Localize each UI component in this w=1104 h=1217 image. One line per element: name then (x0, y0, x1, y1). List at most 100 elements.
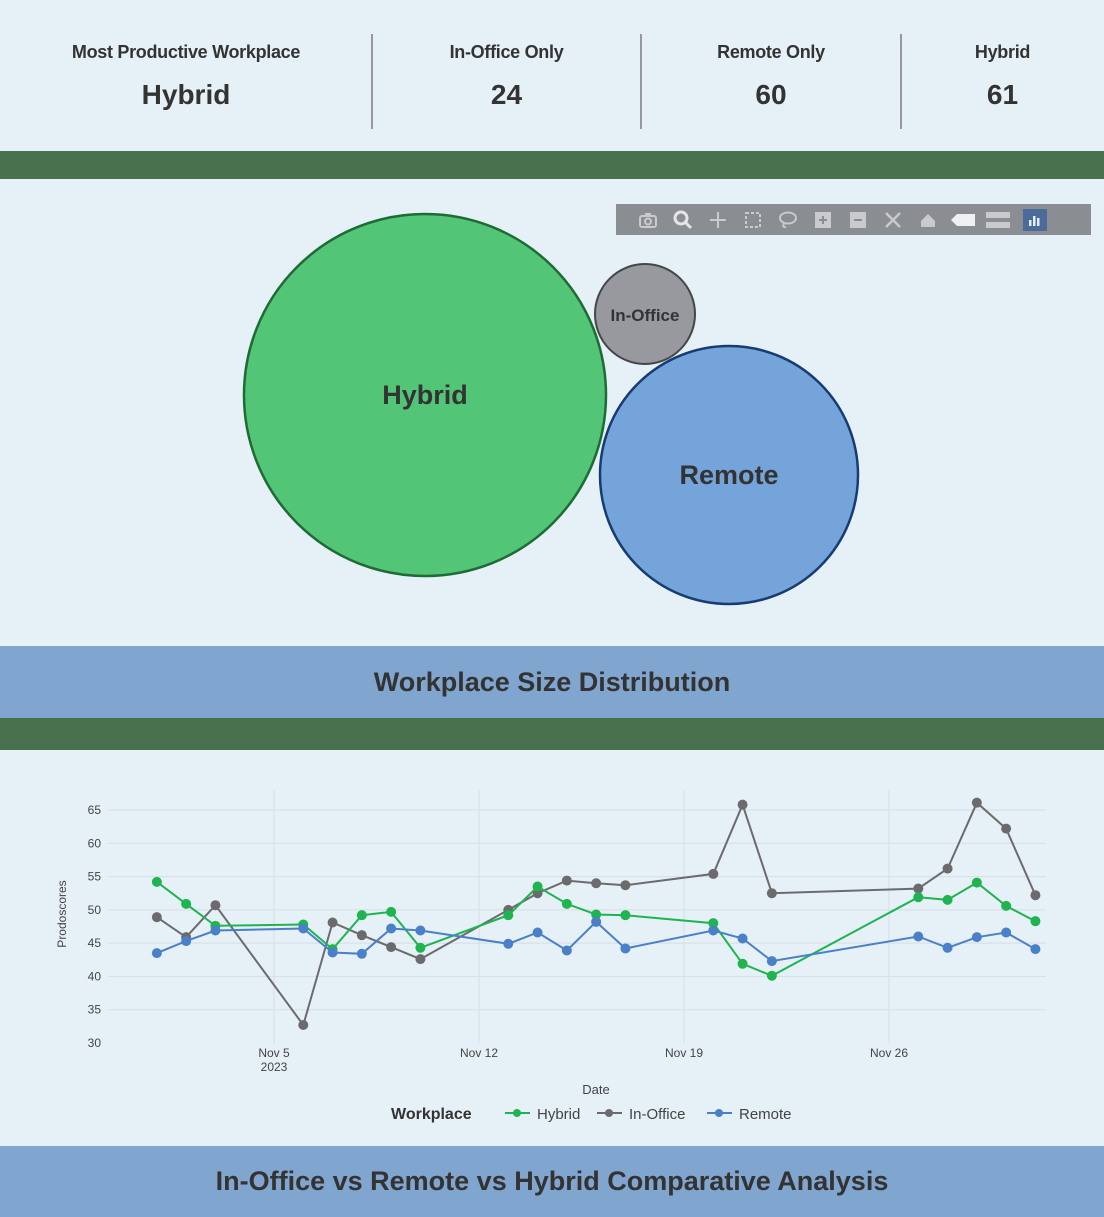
data-point[interactable] (356, 948, 367, 959)
kpi-most-productive: Most Productive Workplace Hybrid (0, 0, 372, 151)
data-point[interactable] (1001, 927, 1012, 938)
camera-icon[interactable] (630, 209, 665, 231)
data-point[interactable] (181, 898, 192, 909)
bubble-remote[interactable]: Remote (598, 344, 860, 606)
data-point[interactable] (766, 888, 777, 899)
hover-closest-icon[interactable] (945, 209, 980, 231)
data-point[interactable] (737, 958, 748, 969)
zoom-out-icon[interactable] (840, 209, 875, 231)
data-point[interactable] (327, 947, 338, 958)
data-point[interactable] (503, 938, 514, 949)
series-in-office[interactable] (151, 797, 1041, 1031)
y-tick-label: 65 (88, 803, 102, 817)
data-point[interactable] (942, 942, 953, 953)
series-hybrid[interactable] (151, 876, 1041, 981)
series-remote[interactable] (151, 916, 1041, 967)
hover-compare-icon[interactable] (980, 209, 1015, 231)
bubble-chart: Hybrid In-Office Remote (242, 212, 860, 606)
data-point[interactable] (708, 925, 719, 936)
data-point[interactable] (415, 925, 426, 936)
kpi-in-office: In-Office Only 24 (372, 0, 641, 151)
data-point[interactable] (737, 933, 748, 944)
kpi-label: Remote Only (717, 42, 825, 62)
autoscale-icon[interactable] (875, 209, 910, 231)
data-point[interactable] (298, 923, 309, 934)
data-point[interactable] (1001, 823, 1012, 834)
legend-item-remote[interactable]: Remote (707, 1106, 792, 1123)
data-point[interactable] (327, 917, 338, 928)
data-point[interactable] (913, 931, 924, 942)
data-point[interactable] (620, 910, 631, 921)
data-point[interactable] (591, 916, 602, 927)
data-point[interactable] (1030, 890, 1041, 901)
data-point[interactable] (1001, 900, 1012, 911)
data-point[interactable] (503, 910, 514, 921)
data-point[interactable] (415, 954, 426, 965)
line-chart-title: In-Office vs Remote vs Hybrid Comparativ… (0, 1146, 1104, 1217)
x-axis-title: Date (582, 1082, 609, 1097)
data-point[interactable] (298, 1020, 309, 1031)
data-point[interactable] (620, 880, 631, 891)
data-point[interactable] (708, 918, 719, 929)
data-point[interactable] (737, 799, 748, 810)
kpi-hybrid: Hybrid 61 (901, 0, 1104, 151)
y-tick-label: 40 (88, 969, 102, 983)
x-tick-year: 2023 (261, 1060, 288, 1074)
data-point[interactable] (1030, 944, 1041, 955)
data-point[interactable] (356, 930, 367, 941)
legend-label: Remote (739, 1106, 792, 1123)
data-point[interactable] (151, 912, 162, 923)
legend-item-in-office[interactable]: In-Office (597, 1106, 685, 1123)
data-point[interactable] (942, 894, 953, 905)
zoom-in-icon[interactable] (805, 209, 840, 231)
kpi-row: Most Productive Workplace Hybrid In-Offi… (0, 0, 1104, 151)
data-point[interactable] (386, 923, 397, 934)
data-point[interactable] (913, 883, 924, 894)
data-point[interactable] (151, 876, 162, 887)
data-point[interactable] (766, 956, 777, 967)
y-axis-title: Prodoscores (55, 880, 69, 947)
data-point[interactable] (971, 932, 982, 943)
y-axis-ticks: 65 60 55 50 45 40 35 30 (88, 803, 102, 1050)
data-point[interactable] (415, 942, 426, 953)
data-point[interactable] (210, 900, 221, 911)
data-point[interactable] (708, 868, 719, 879)
data-point[interactable] (386, 906, 397, 917)
divider (371, 34, 373, 129)
data-point[interactable] (591, 878, 602, 889)
bubble-chart-title: Workplace Size Distribution (0, 646, 1104, 718)
legend: Workplace Hybrid In-Office Remote (391, 1106, 792, 1123)
legend-title: Workplace (391, 1106, 472, 1123)
data-point[interactable] (766, 970, 777, 981)
zoom-icon[interactable] (665, 209, 700, 231)
data-point[interactable] (151, 948, 162, 959)
x-tick-label: Nov 26 (870, 1046, 908, 1060)
data-point[interactable] (591, 909, 602, 920)
data-point[interactable] (971, 797, 982, 808)
plotly-logo-icon[interactable] (1023, 208, 1047, 231)
bubble-hybrid[interactable]: Hybrid (242, 212, 608, 578)
data-point[interactable] (532, 881, 543, 892)
lasso-select-icon[interactable] (770, 209, 805, 231)
bubble-in-office[interactable]: In-Office (594, 263, 696, 365)
data-point[interactable] (913, 892, 924, 903)
legend-item-hybrid[interactable]: Hybrid (505, 1106, 580, 1123)
kpi-value: 61 (986, 79, 1019, 110)
pan-icon[interactable] (700, 209, 735, 231)
data-point[interactable] (356, 910, 367, 921)
data-point[interactable] (561, 898, 572, 909)
data-point[interactable] (1030, 916, 1041, 927)
y-tick-label: 55 (88, 870, 102, 884)
data-point[interactable] (561, 945, 572, 956)
box-select-icon[interactable] (735, 209, 770, 231)
data-point[interactable] (386, 942, 397, 953)
reset-axes-icon[interactable] (910, 209, 945, 231)
data-point[interactable] (532, 927, 543, 938)
data-point[interactable] (971, 877, 982, 888)
data-point[interactable] (561, 875, 572, 886)
data-point[interactable] (942, 863, 953, 874)
data-point[interactable] (620, 943, 631, 954)
data-point[interactable] (210, 925, 221, 936)
data-point[interactable] (181, 936, 192, 947)
kpi-label: Hybrid (974, 42, 1031, 62)
